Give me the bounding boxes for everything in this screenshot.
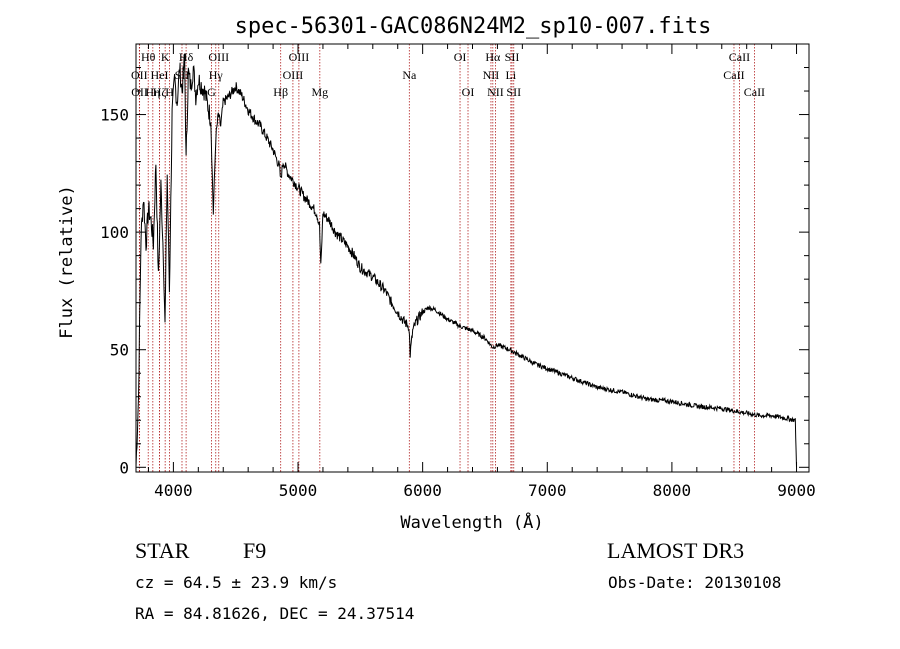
spectral-line-label-5: Hζ (153, 85, 167, 99)
x-tick-label: 5000 (279, 481, 318, 500)
spectral-line-label-22: NII (487, 85, 504, 99)
object-subclass: F9 (243, 538, 267, 563)
spectral-line-label-10: OIII (208, 50, 229, 64)
spectral-line-markers (138, 44, 755, 472)
survey-name: LAMOST DR3 (607, 538, 745, 563)
spectral-line-label-11: Hγ (209, 68, 224, 82)
spectral-line-label-13: Hβ (273, 85, 288, 99)
x-axis-label: Wavelength (Å) (400, 511, 543, 533)
redshift-cz: cz = 64.5 ± 23.9 km/s (135, 573, 338, 592)
spectral-line-label-14: OIII (289, 50, 310, 64)
spectral-line-label-21: NII (483, 68, 500, 82)
spectral-line-label-3: Hη (145, 85, 160, 99)
spectral-line-label-23: SII (505, 50, 520, 64)
spectral-line-label-6: K (161, 50, 170, 64)
x-tick-label: 8000 (653, 481, 692, 500)
spectral-line-label-28: CaII (744, 85, 765, 99)
spectral-line-label-2: OII (131, 85, 148, 99)
y-tick-label: 0 (119, 458, 129, 477)
x-tick-label: 4000 (154, 481, 193, 500)
x-tick-label: 7000 (528, 481, 567, 500)
spectral-line-label-1: OII (131, 68, 148, 82)
y-tick-label: 150 (100, 106, 129, 125)
spectral-line-label-18: OI (454, 50, 467, 64)
spectral-line-label-24: Li (506, 68, 517, 82)
y-axis-label: Flux (relative) (57, 185, 77, 339)
chart-title: spec-56301-GAC086N24M2_sp10-007.fits (235, 14, 712, 39)
spectral-line-label-27: CaII (723, 68, 744, 82)
coordinates: RA = 84.81626, DEC = 24.37514 (135, 604, 415, 623)
spectral-line-label-16: Mg (311, 85, 328, 99)
spectral-line-label-12: G (207, 85, 216, 99)
spectral-line-label-25: SII (506, 85, 521, 99)
spectral-line-label-0: Hθ (141, 50, 156, 64)
x-tick-label: 9000 (777, 481, 816, 500)
object-class: STAR (135, 538, 190, 563)
spectral-line-label-20: Hα (485, 50, 501, 64)
spectral-line-label-15: OIII (283, 68, 304, 82)
spectral-line-label-4: HeI (151, 68, 169, 82)
y-tick-label: 100 (100, 223, 129, 242)
spectral-line-label-19: OI (462, 85, 475, 99)
spectral-line-label-7: H (165, 85, 174, 99)
spectral-line-label-8: SII (175, 68, 190, 82)
x-tick-label: 6000 (403, 481, 442, 500)
spectral-line-label-9: Hδ (179, 50, 194, 64)
spectrum-line (135, 53, 797, 468)
spectral-line-label-26: CaII (729, 50, 750, 64)
axis-ticks: 4000 5000 6000 7000 8000 9000 0 50 100 150 (100, 44, 816, 500)
spectral-line-label-17: Na (402, 68, 417, 82)
y-tick-label: 50 (110, 341, 129, 360)
spectrum-series (135, 53, 797, 468)
obs-date: Obs-Date: 20130108 (608, 573, 782, 592)
